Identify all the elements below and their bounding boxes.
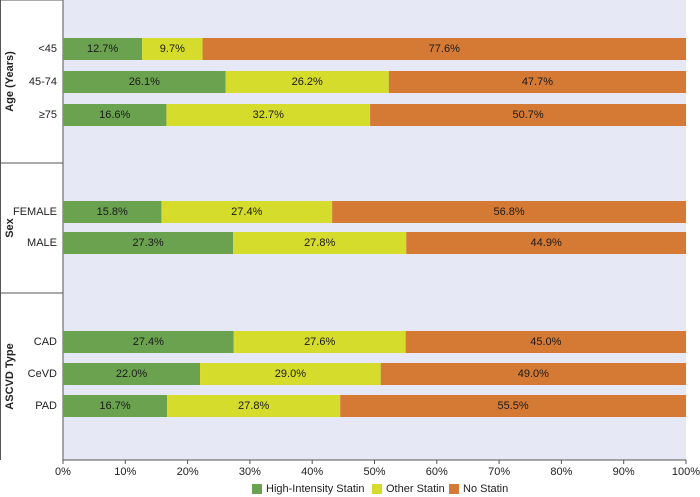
legend-label: Other Statin — [386, 483, 445, 495]
x-tick-label: 80% — [550, 466, 572, 478]
bar-segment — [388, 71, 686, 93]
bar-segment — [142, 38, 203, 60]
data-label: 47.7% — [522, 76, 553, 88]
bar-segment — [63, 363, 201, 385]
bar-segment — [63, 71, 226, 93]
x-axis: 0% 10% 20% 30% 40% 50% 60% 70% 80% 90% 100% — [55, 459, 700, 478]
x-tick-label: 90% — [613, 466, 635, 478]
data-label: 26.2% — [292, 76, 323, 88]
data-label: 77.6% — [429, 43, 460, 55]
data-label: 45.0% — [530, 336, 561, 348]
data-label: 44.9% — [531, 237, 562, 249]
bar-segment — [63, 232, 234, 254]
bar-segment — [200, 363, 381, 385]
plot-background — [63, 0, 686, 460]
data-label: 55.5% — [498, 400, 529, 412]
category-label: 45-74 — [29, 76, 57, 88]
data-label: 12.7% — [87, 43, 118, 55]
category-label: PAD — [35, 400, 57, 412]
category-label: CeVD — [28, 368, 57, 380]
group-label: ASCVD Type — [4, 343, 16, 409]
x-tick-label: 40% — [301, 466, 323, 478]
group-label: Sex — [4, 217, 16, 237]
x-tick-label: 100% — [672, 466, 700, 478]
x-tick-label: 0% — [55, 466, 71, 478]
bar-segment — [63, 104, 167, 126]
legend-swatch — [372, 484, 382, 494]
bar-segment — [63, 38, 143, 60]
legend-label: No Statin — [463, 483, 508, 495]
bar-segment — [340, 395, 686, 417]
x-tick-label: 10% — [114, 466, 136, 478]
data-label: 16.6% — [99, 109, 130, 121]
group-panels: Age (Years) Sex ASCVD Type — [0, 0, 64, 460]
category-label: ≥75 — [39, 109, 57, 121]
legend: High-Intensity Statin Other Statin No Stat… — [252, 483, 508, 495]
data-label: 32.7% — [253, 109, 284, 121]
category-label: FEMALE — [13, 206, 57, 218]
data-label: 27.8% — [238, 400, 269, 412]
bar-segment — [225, 71, 389, 93]
x-tick-label: 30% — [239, 466, 261, 478]
category-label: MALE — [27, 237, 57, 249]
data-label: 27.8% — [304, 237, 335, 249]
data-label: 16.7% — [99, 400, 130, 412]
x-tick-label: 70% — [488, 466, 510, 478]
bar-segment — [167, 395, 341, 417]
category-label: CAD — [34, 336, 57, 348]
bar-segment — [161, 201, 333, 223]
data-label: 56.8% — [493, 206, 524, 218]
data-label: 50.7% — [512, 109, 543, 121]
bar-segment — [63, 331, 234, 353]
bar-segment — [63, 395, 168, 417]
bar-segment — [370, 104, 686, 126]
bar-segment — [380, 363, 686, 385]
bar-segment — [63, 201, 162, 223]
data-label: 27.3% — [132, 237, 163, 249]
bar-segment — [202, 38, 686, 60]
data-label: 26.1% — [129, 76, 160, 88]
bars: <45 12.7% 9.7% 77.6% 45-74 26.1% 26.2% 47.7% ≥75… — [13, 38, 686, 417]
group-label: Age (Years) — [4, 51, 16, 112]
legend-swatch — [252, 484, 262, 494]
legend-swatch — [449, 484, 459, 494]
data-label: 27.4% — [231, 206, 262, 218]
category-label: <45 — [38, 43, 57, 55]
data-label: 27.4% — [133, 336, 164, 348]
legend-label: High-Intensity Statin — [266, 483, 364, 495]
data-label: 27.6% — [304, 336, 335, 348]
bar-segment — [332, 201, 686, 223]
bar-segment — [233, 331, 406, 353]
bar-segment — [233, 232, 407, 254]
bar-segment — [406, 232, 686, 254]
x-tick-label: 50% — [363, 466, 385, 478]
data-label: 49.0% — [518, 368, 549, 380]
data-label: 15.8% — [97, 206, 128, 218]
bar-segment — [405, 331, 686, 353]
bar-segment — [166, 104, 371, 126]
data-label: 29.0% — [275, 368, 306, 380]
x-tick-label: 60% — [426, 466, 448, 478]
x-tick-label: 20% — [177, 466, 199, 478]
data-label: 9.7% — [160, 43, 185, 55]
data-label: 22.0% — [116, 368, 147, 380]
